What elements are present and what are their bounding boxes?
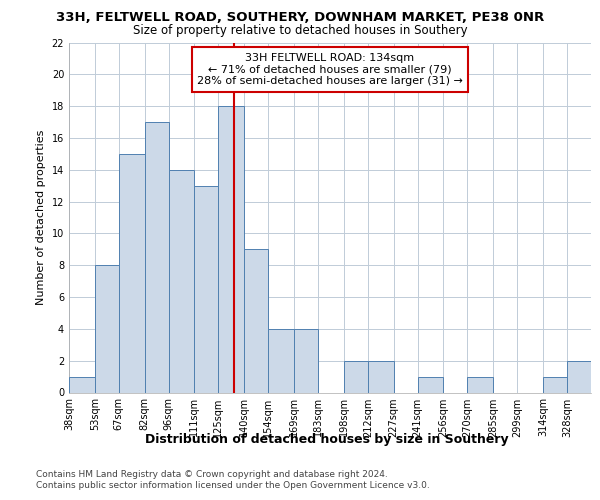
Bar (169, 170, 194, 392)
Y-axis label: Number of detached properties: Number of detached properties (36, 130, 46, 305)
Bar (368, 360, 394, 392)
Bar (344, 360, 368, 392)
Bar (119, 154, 145, 392)
Bar (95, 265, 119, 392)
Bar (145, 122, 169, 392)
Bar (418, 376, 443, 392)
Bar (244, 250, 268, 392)
Bar (218, 106, 244, 393)
Text: Distribution of detached houses by size in Southery: Distribution of detached houses by size … (145, 432, 509, 446)
Text: Contains HM Land Registry data © Crown copyright and database right 2024.: Contains HM Land Registry data © Crown c… (36, 470, 388, 479)
Text: Contains public sector information licensed under the Open Government Licence v3: Contains public sector information licen… (36, 481, 430, 490)
Bar (294, 329, 318, 392)
Bar (194, 186, 218, 392)
Text: 33H FELTWELL ROAD: 134sqm
← 71% of detached houses are smaller (79)
28% of semi-: 33H FELTWELL ROAD: 134sqm ← 71% of detac… (197, 53, 463, 86)
Bar (467, 376, 493, 392)
Bar (543, 376, 567, 392)
Bar (69, 376, 95, 392)
Text: 33H, FELTWELL ROAD, SOUTHERY, DOWNHAM MARKET, PE38 0NR: 33H, FELTWELL ROAD, SOUTHERY, DOWNHAM MA… (56, 11, 544, 24)
Bar (567, 360, 591, 392)
Bar (268, 329, 294, 392)
Text: Size of property relative to detached houses in Southery: Size of property relative to detached ho… (133, 24, 467, 37)
